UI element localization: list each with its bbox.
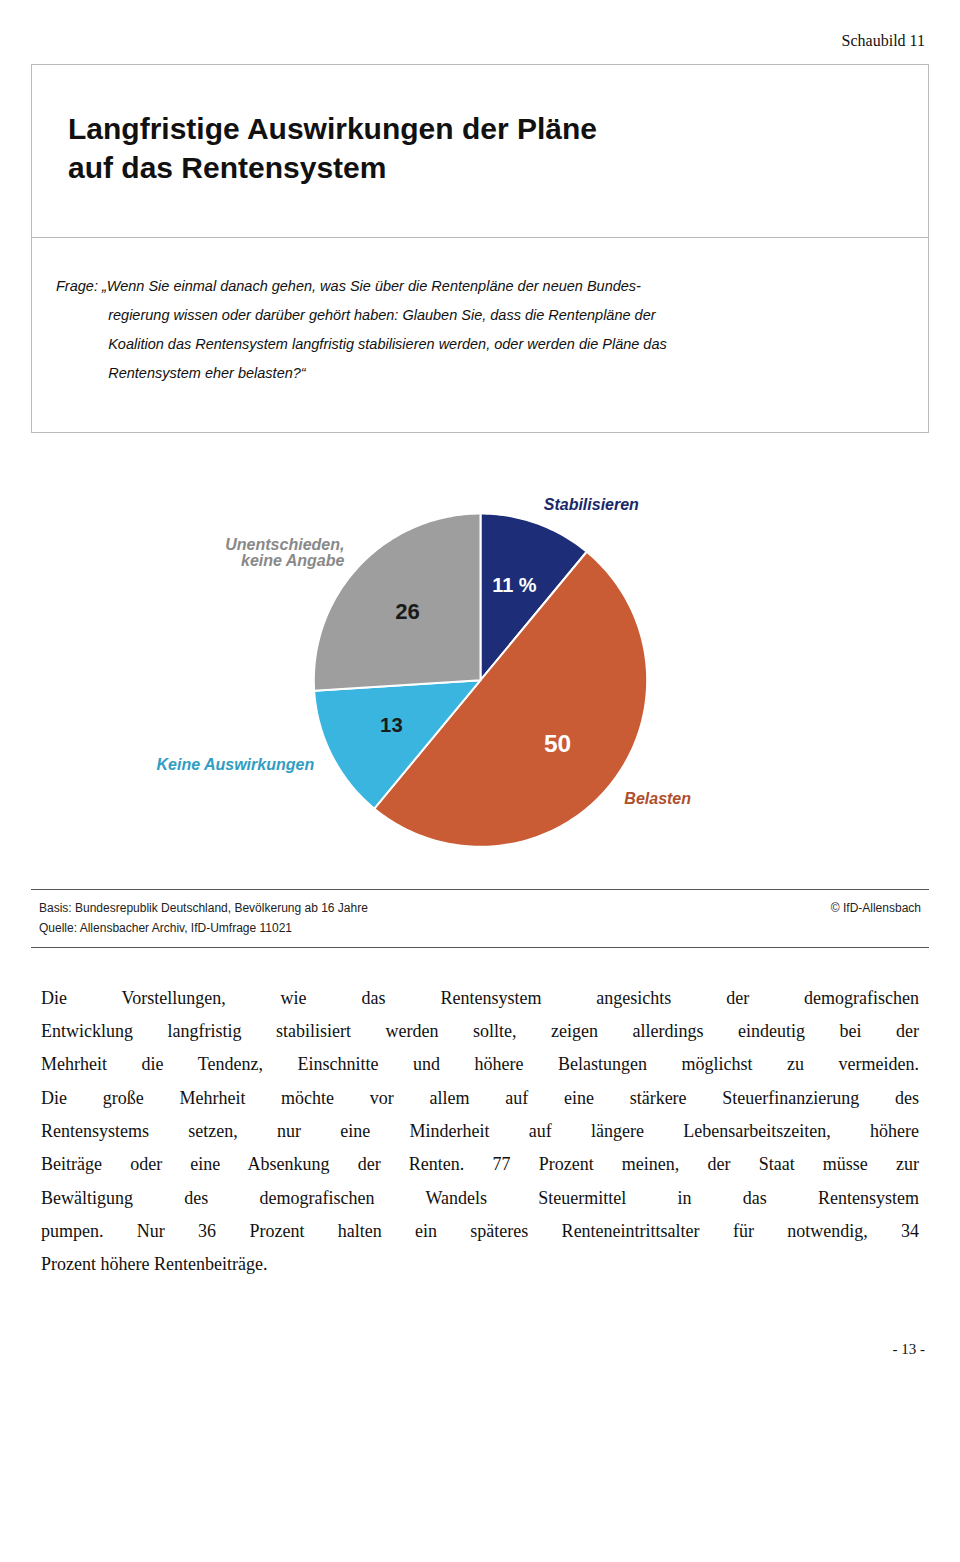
html-text:Basis: Bundesrepublik Deutschl: Basis: Bundesrepublik Deutschland, Bevöl… [39, 901, 368, 915]
svg-text:26: 26 [395, 599, 420, 624]
html-text:Die Vorstellungen, wie das Ren: Die Vorstellungen, wie das Rentensystem … [41, 987, 919, 1008]
svg-text:Stabilisieren: Stabilisieren [544, 496, 639, 513]
html-text:regierung wissen oder darüber: regierung wissen oder darüber gehört hab… [108, 307, 656, 323]
html-text:pumpen. Nur 36 Prozent halten: pumpen. Nur 36 Prozent halten ein später… [41, 1220, 919, 1241]
html-text:Koalition das Rentensystem lan: Koalition das Rentensystem langfristig s… [108, 336, 667, 352]
svg-text:13: 13 [380, 714, 403, 736]
html-text:Rentensystems setzen, nur eine: Rentensystems setzen, nur eine Minderhei… [41, 1121, 919, 1141]
html-text:- 13 -: - 13 - [892, 1341, 925, 1358]
html-text:Schaubild 11: Schaubild 11 [841, 32, 925, 49]
html-text:Frage: „Wenn Sie einmal danach: Frage: „Wenn Sie einmal danach gehen, wa… [56, 278, 641, 294]
html-text:© IfD-Allensbach: © IfD-Allensbach [830, 901, 921, 915]
html-text:Mehrheit die Tendenz, Einschni: Mehrheit die Tendenz, Einschnitte und hö… [41, 1054, 919, 1075]
html-text:Prozent höhere Rentenbeiträge.: Prozent höhere Rentenbeiträge. [41, 1254, 268, 1275]
html-text:Rentensystem eher belasten?“: Rentensystem eher belasten?“ [108, 365, 306, 381]
html-text:Bewältigung des demografischen: Bewältigung des demografischen Wandels S… [41, 1187, 919, 1208]
html-text:Die große Mehrheit möchte vor: Die große Mehrheit möchte vor allem auf … [41, 1087, 919, 1108]
svg-text:Belasten: Belasten [624, 790, 691, 807]
html-text:Langfristige Auswirkungen der: Langfristige Auswirkungen der Pläne auf … [68, 112, 597, 184]
html-text:Entwicklung langfristig stabil: Entwicklung langfristig stabilisiert wer… [41, 1021, 919, 1042]
svg-text:11 %: 11 % [492, 574, 537, 596]
svg-text:Unentschieden,keine Angabe: Unentschieden,keine Angabe [225, 536, 344, 569]
svg-text:Keine Auswirkungen: Keine Auswirkungen [157, 756, 315, 773]
html-text:Beiträge oder eine Absenkung d: Beiträge oder eine Absenkung der Renten.… [41, 1154, 919, 1175]
html-text:Quelle: Allensbacher Archiv, I: Quelle: Allensbacher Archiv, IfD-Umfrage… [39, 921, 292, 936]
svg-text:50: 50 [544, 730, 571, 757]
